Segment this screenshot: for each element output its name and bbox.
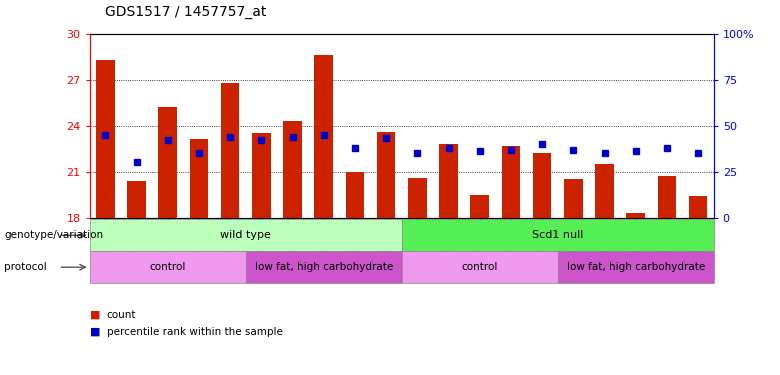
Bar [221, 83, 239, 218]
Text: percentile rank within the sample: percentile rank within the sample [107, 327, 282, 337]
Bar [402, 219, 714, 251]
Text: ■: ■ [90, 327, 100, 337]
Text: low fat, high carbohydrate: low fat, high carbohydrate [254, 262, 393, 272]
Text: GDS1517 / 1457757_at: GDS1517 / 1457757_at [105, 5, 267, 19]
Bar [658, 176, 676, 218]
Bar [470, 195, 489, 217]
Text: low fat, high carbohydrate: low fat, high carbohydrate [566, 262, 705, 272]
Text: control: control [462, 262, 498, 272]
Bar [533, 153, 551, 218]
Bar [283, 121, 302, 218]
Bar [158, 107, 177, 218]
Text: ■: ■ [90, 310, 100, 320]
Bar [252, 133, 271, 218]
Bar [90, 251, 246, 283]
Bar [558, 251, 714, 283]
Bar [90, 219, 402, 251]
Text: wild type: wild type [220, 230, 271, 240]
Bar [190, 140, 208, 218]
Bar [689, 196, 707, 217]
Bar [408, 178, 427, 218]
Text: protocol: protocol [4, 262, 47, 272]
Text: control: control [150, 262, 186, 272]
Bar [564, 179, 583, 218]
Bar [502, 146, 520, 218]
Bar [314, 55, 333, 217]
Bar [96, 60, 115, 217]
Bar [595, 164, 614, 218]
Bar [127, 181, 146, 218]
Bar [346, 172, 364, 217]
Bar [626, 213, 645, 217]
Text: genotype/variation: genotype/variation [4, 230, 103, 240]
Bar [377, 132, 395, 218]
Bar [246, 251, 402, 283]
Text: count: count [107, 310, 136, 320]
Text: Scd1 null: Scd1 null [532, 230, 583, 240]
Bar [402, 251, 558, 283]
Bar [439, 144, 458, 218]
